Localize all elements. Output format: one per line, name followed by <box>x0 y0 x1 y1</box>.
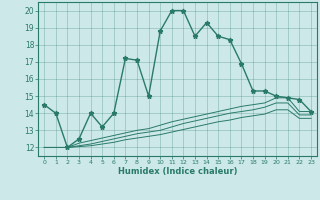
X-axis label: Humidex (Indice chaleur): Humidex (Indice chaleur) <box>118 167 237 176</box>
